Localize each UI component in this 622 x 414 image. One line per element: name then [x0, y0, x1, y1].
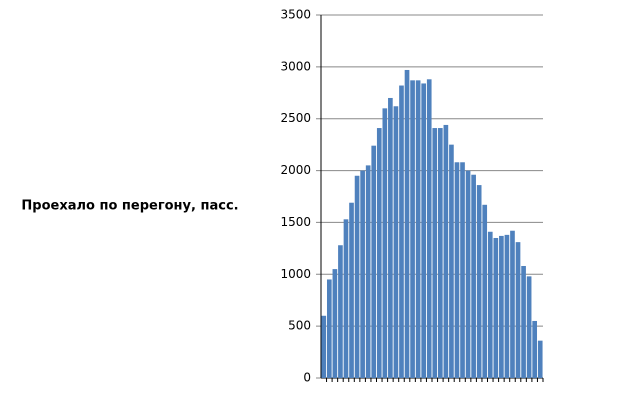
bar	[471, 174, 476, 378]
y-axis-label: Проехало по перегону, пасс.	[21, 199, 238, 214]
bar	[376, 128, 382, 378]
bar	[493, 237, 499, 378]
bar	[443, 124, 449, 379]
bar	[332, 269, 338, 378]
bar	[515, 242, 521, 378]
bar	[371, 145, 377, 378]
y-tick-label: 3000	[280, 59, 311, 73]
bar	[499, 235, 504, 378]
bar	[415, 80, 421, 378]
bar	[388, 97, 393, 378]
bar	[349, 202, 354, 378]
bar	[432, 128, 438, 378]
bar	[537, 340, 543, 378]
bar	[343, 219, 349, 378]
bar	[382, 108, 388, 378]
bar	[504, 234, 510, 378]
bar	[321, 315, 327, 378]
bar	[454, 162, 460, 378]
bar	[510, 230, 515, 378]
bar	[393, 106, 399, 379]
bar	[465, 170, 471, 378]
y-tick-label: 0	[303, 371, 311, 385]
bar	[354, 175, 360, 378]
y-tick-label: 3500	[280, 8, 311, 22]
bar	[532, 320, 538, 378]
bar	[360, 170, 365, 378]
bar	[460, 162, 465, 378]
bar	[449, 144, 454, 378]
bar	[399, 85, 404, 379]
y-tick-label: 500	[288, 319, 311, 333]
y-tick-label: 1000	[280, 267, 311, 281]
bar	[365, 165, 371, 378]
bar	[421, 83, 427, 379]
bar	[410, 80, 415, 378]
bar	[437, 128, 443, 378]
bar	[404, 69, 410, 379]
bar	[521, 265, 526, 378]
bar	[326, 279, 332, 378]
bar	[476, 185, 482, 378]
bar	[526, 276, 532, 378]
bar	[426, 79, 432, 378]
bar	[338, 245, 343, 378]
bar	[487, 231, 493, 378]
y-tick-label: 2500	[280, 111, 311, 125]
y-tick-label: 2000	[280, 163, 311, 177]
y-tick-label: 1500	[280, 215, 311, 229]
bar	[482, 204, 488, 378]
